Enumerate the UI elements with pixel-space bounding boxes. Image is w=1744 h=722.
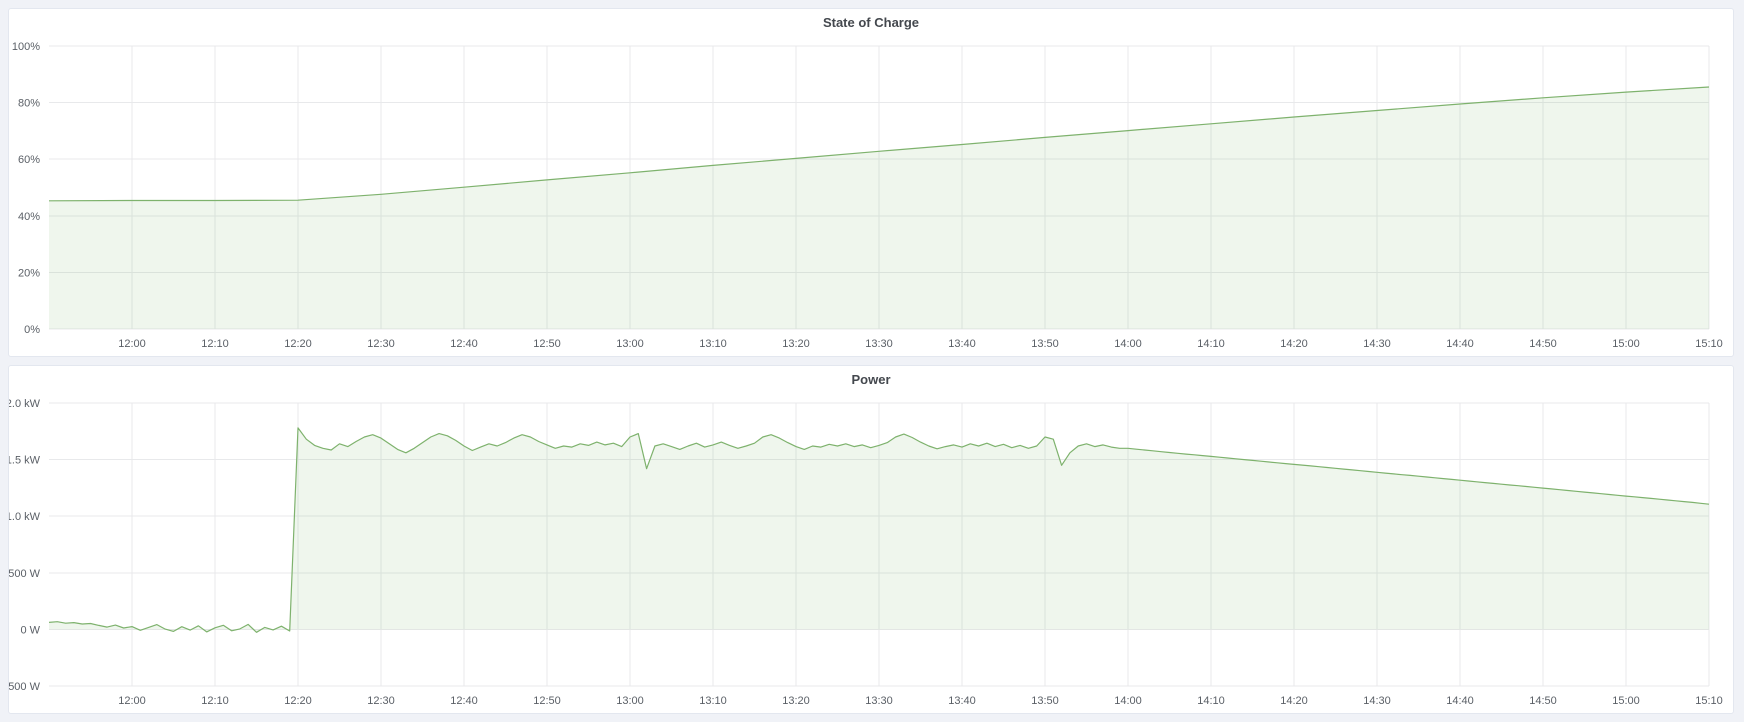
panel-power: Power -500 W 0 W 500 W 1.0 kW 1.5 kW 2.0 kW 12…: [8, 365, 1734, 714]
y-axis-tick-label: 500 W: [9, 568, 41, 580]
x-axis-tick-label: 14:10: [1197, 338, 1225, 350]
y-axis-tick-label: 60%: [18, 154, 40, 166]
x-axis-tick-label: 12:40: [450, 338, 478, 350]
x-axis-tick-label: 12:00: [118, 695, 146, 707]
x-axis-tick-label: 15:10: [1695, 695, 1723, 707]
x-axis-tick-label: 13:40: [948, 695, 976, 707]
power-chart-canvas[interactable]: -500 W 0 W 500 W 1.0 kW 1.5 kW 2.0 kW 12:00 12:…: [9, 394, 1733, 713]
x-axis-tick-label: 12:10: [201, 695, 229, 707]
x-axis-tick-label: 13:50: [1031, 695, 1059, 707]
x-axis-tick-label: 14:00: [1114, 695, 1142, 707]
x-axis-tick-label: 15:10: [1695, 338, 1723, 350]
x-axis-tick-label: 13:00: [616, 695, 644, 707]
y-axis-tick-label: 0 W: [20, 624, 40, 636]
x-axis-tick-label: 14:20: [1280, 695, 1308, 707]
x-axis-tick-label: 13:50: [1031, 338, 1059, 350]
y-axis-tick-label: 100%: [12, 41, 40, 53]
x-axis-tick-label: 12:50: [533, 338, 561, 350]
x-axis-tick-label: 13:10: [699, 338, 727, 350]
x-axis-tick-label: 13:30: [865, 695, 893, 707]
x-axis-tick-label: 14:20: [1280, 338, 1308, 350]
series-area-fill: [49, 87, 1709, 329]
x-axis-tick-label: 13:10: [699, 695, 727, 707]
x-axis-tick-label: 14:00: [1114, 338, 1142, 350]
y-axis-tick-label: 20%: [18, 267, 40, 279]
x-axis-tick-label: 15:00: [1612, 695, 1640, 707]
series-line: [48, 427, 1710, 633]
x-axis-tick-label: 12:40: [450, 695, 478, 707]
y-axis-tick-label: -500 W: [9, 681, 41, 693]
x-axis-tick-label: 14:40: [1446, 338, 1474, 350]
x-axis-tick-label: 15:00: [1612, 338, 1640, 350]
x-axis-tick-label: 12:20: [284, 338, 312, 350]
x-axis-tick-label: 14:50: [1529, 695, 1557, 707]
x-axis-tick-label: 14:30: [1363, 695, 1391, 707]
y-axis-tick-label: 0%: [24, 324, 40, 336]
panel-title-state-of-charge[interactable]: State of Charge: [822, 15, 920, 30]
series-line: [48, 86, 1710, 202]
state-of-charge-chart-canvas[interactable]: 0% 20% 40% 60% 80% 100% 12:00 12:10 12:20 12:30 12…: [9, 37, 1733, 356]
panel-title-power[interactable]: Power: [851, 372, 891, 387]
panel-state-of-charge: State of Charge 0% 20% 40% 60% 80% 100% 12:00 1…: [8, 8, 1734, 357]
x-axis-tick-label: 14:40: [1446, 695, 1474, 707]
x-axis-tick-label: 12:00: [118, 338, 146, 350]
y-axis-tick-label: 1.0 kW: [9, 511, 41, 523]
x-axis-tick-label: 14:30: [1363, 338, 1391, 350]
series-area-fill: [49, 427, 1709, 633]
x-axis-tick-label: 12:30: [367, 338, 395, 350]
x-axis-tick-label: 12:30: [367, 695, 395, 707]
y-axis-tick-label: 40%: [18, 211, 40, 223]
x-axis-tick-label: 13:30: [865, 338, 893, 350]
y-axis-tick-label: 2.0 kW: [9, 398, 41, 410]
y-axis-tick-label: 80%: [18, 98, 40, 110]
y-axis-tick-label: 1.5 kW: [9, 455, 41, 467]
x-axis-tick-label: 12:20: [284, 695, 312, 707]
x-axis-tick-label: 13:20: [782, 338, 810, 350]
x-axis-tick-label: 14:10: [1197, 695, 1225, 707]
x-axis-tick-label: 13:00: [616, 338, 644, 350]
x-axis-tick-label: 13:20: [782, 695, 810, 707]
x-axis-tick-label: 12:10: [201, 338, 229, 350]
x-axis-tick-label: 13:40: [948, 338, 976, 350]
x-axis-tick-label: 12:50: [533, 695, 561, 707]
x-axis-tick-label: 14:50: [1529, 338, 1557, 350]
